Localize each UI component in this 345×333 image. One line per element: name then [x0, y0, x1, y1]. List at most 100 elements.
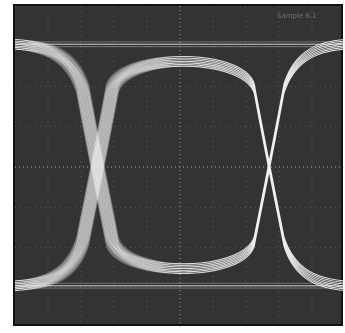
- eye-trace-rise: [15, 59, 345, 285]
- eye-trace-fall: [15, 48, 345, 274]
- eye-trace-rise: [15, 57, 345, 283]
- eye-trace-fall: [15, 43, 345, 270]
- eye-trace-rise: [15, 59, 345, 285]
- eye-trace-rise: [15, 56, 345, 282]
- eye-trace-fall: [15, 39, 345, 265]
- eye-trace-rise: [15, 62, 345, 288]
- eye-trace-rise: [15, 59, 345, 285]
- eye-trace-fall: [15, 45, 345, 271]
- eye-trace-fall: [15, 45, 345, 271]
- eye-trace-rise: [15, 57, 345, 283]
- eye-trace-fall: [15, 45, 345, 271]
- trace-layer: [15, 39, 345, 291]
- eye-trace-fall: [15, 42, 345, 268]
- eye-trace-rise: [15, 65, 345, 291]
- eye-trace-fall: [15, 48, 345, 274]
- eye-trace-fall: [15, 47, 345, 273]
- eye-trace-rise: [15, 64, 345, 290]
- eye-trace-rise: [15, 62, 345, 288]
- eye-trace-rise: [15, 62, 345, 288]
- eye-trace-fall: [15, 45, 345, 271]
- eye-trace-fall: [15, 45, 345, 271]
- eye-trace-fall: [15, 43, 345, 270]
- eye-trace-fall: [15, 47, 345, 273]
- eye-trace-rise: [15, 56, 345, 282]
- eye-trace-rise: [15, 60, 345, 287]
- eye-trace-fall: [15, 42, 345, 268]
- eye-trace-rise: [15, 60, 345, 287]
- eye-trace-rise: [15, 62, 345, 288]
- eye-trace-rise: [15, 57, 345, 283]
- eye-trace-fall: [15, 39, 345, 265]
- eye-trace-fall: [15, 47, 345, 273]
- eye-trace-fall: [15, 48, 345, 274]
- eye-trace-rise: [15, 62, 345, 288]
- eye-trace-rise: [15, 62, 345, 288]
- eye-trace-rise: [15, 64, 345, 290]
- eye-trace-fall: [15, 42, 345, 268]
- eye-trace-fall: [15, 42, 345, 268]
- eye-trace-rise: [15, 64, 345, 290]
- eye-trace-fall: [15, 48, 345, 274]
- eye-trace-rise: [15, 57, 345, 283]
- eye-trace-rise: [15, 57, 345, 283]
- eye-trace-rise: [15, 56, 345, 282]
- eye-trace-fall: [15, 45, 345, 271]
- eye-trace-fall: [15, 42, 345, 268]
- eye-trace-rise: [15, 56, 345, 282]
- eye-trace-rise: [15, 65, 345, 291]
- eye-trace-fall: [15, 39, 345, 265]
- eye-trace-fall: [15, 45, 345, 271]
- eye-trace-fall: [15, 45, 345, 271]
- eye-trace-fall: [15, 39, 345, 265]
- eye-trace-fall: [15, 47, 345, 273]
- eye-trace-fall: [15, 39, 345, 265]
- eye-trace-fall: [15, 40, 345, 266]
- eye-trace-fall: [15, 48, 345, 274]
- eye-trace-rise: [15, 64, 345, 290]
- eye-trace-fall: [15, 42, 345, 268]
- eye-trace-fall: [15, 48, 345, 274]
- eye-trace-rise: [15, 56, 345, 282]
- eye-trace-fall: [15, 48, 345, 274]
- eye-trace-rise: [15, 61, 345, 287]
- eye-trace-fall: [15, 39, 345, 265]
- eye-trace-rise: [15, 56, 345, 282]
- eye-trace-fall: [15, 45, 345, 271]
- eye-trace-rise: [15, 62, 345, 288]
- eye-trace-rise: [15, 59, 345, 285]
- eye-trace-fall: [15, 43, 345, 269]
- eye-trace-fall: [15, 40, 345, 266]
- eye-trace-fall: [15, 42, 345, 268]
- eye-trace-rise: [15, 59, 345, 285]
- eye-trace-fall: [15, 48, 345, 274]
- eye-trace-rise: [15, 60, 345, 287]
- eye-trace-rise: [15, 64, 345, 290]
- eye-trace-rise: [15, 65, 345, 291]
- eye-trace-fall: [15, 43, 345, 269]
- eye-trace-fall: [15, 48, 345, 274]
- eye-trace-fall: [15, 43, 345, 270]
- eye-trace-fall: [15, 47, 345, 273]
- eye-trace-fall: [15, 47, 345, 273]
- eye-trace-rise: [15, 57, 345, 283]
- eye-trace-rise: [15, 57, 345, 283]
- eye-trace-fall: [15, 45, 345, 271]
- eye-trace-rise: [15, 62, 345, 288]
- eye-trace-rise: [15, 64, 345, 290]
- eye-trace-rise: [15, 56, 345, 282]
- eye-trace-fall: [15, 40, 345, 266]
- eye-trace-rise: [15, 64, 345, 290]
- eye-trace-fall: [15, 47, 345, 273]
- eye-trace-rise: [15, 65, 345, 291]
- eye-trace-rise: [15, 57, 345, 283]
- eye-trace-rise: [15, 59, 345, 285]
- eye-trace-fall: [15, 40, 345, 266]
- eye-trace-fall: [15, 48, 345, 274]
- eye-trace-fall: [15, 40, 345, 266]
- eye-trace-fall: [15, 43, 345, 269]
- eye-trace-fall: [15, 40, 345, 266]
- eye-trace-rise: [15, 59, 345, 285]
- eye-trace-fall: [15, 42, 345, 268]
- grid-layer: [15, 6, 345, 328]
